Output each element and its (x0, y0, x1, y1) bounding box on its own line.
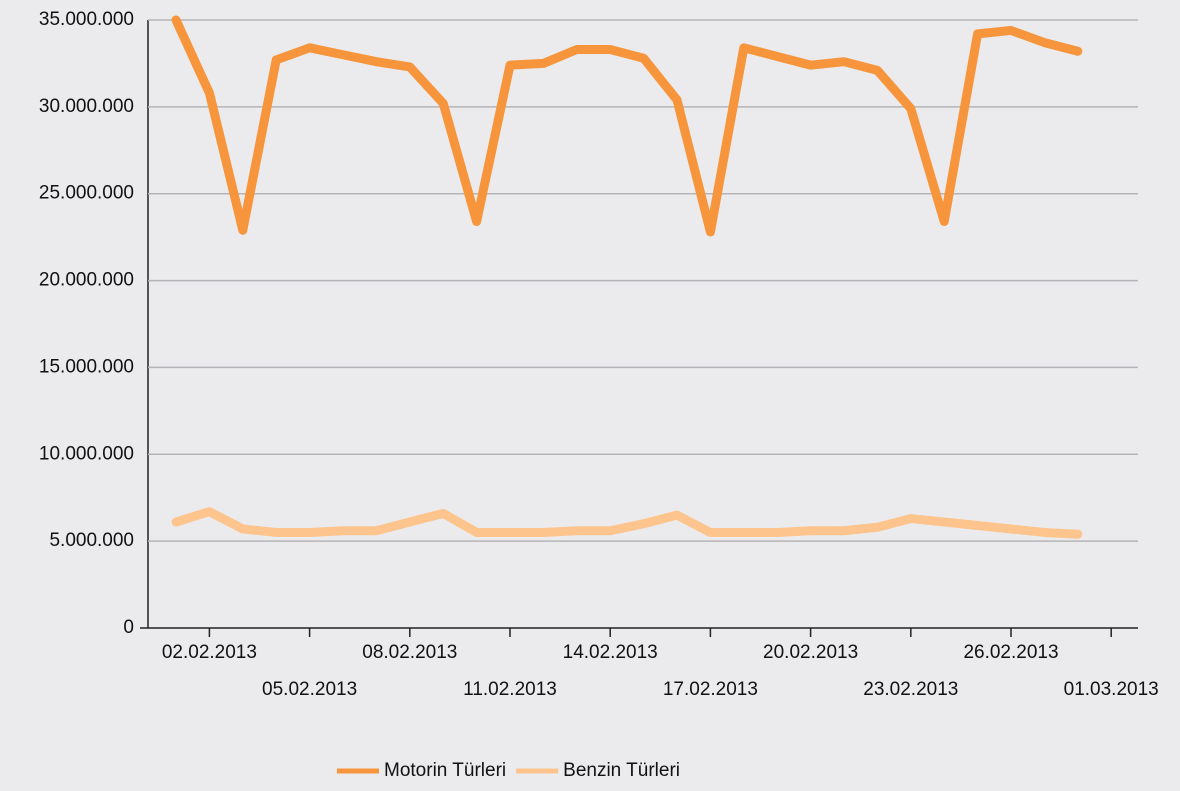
x-tick-label: 11.02.2013 (463, 679, 557, 700)
x-tick-label: 08.02.2013 (362, 642, 457, 663)
y-tick-label: 15.000.000 (39, 356, 134, 377)
y-tick-label: 35.000.000 (39, 9, 134, 30)
y-tick-label: 5.000.000 (49, 530, 134, 551)
x-tick-label: 26.02.2013 (963, 642, 1058, 663)
x-tick-label: 02.02.2013 (162, 642, 257, 663)
series-line (171, 15, 1083, 237)
y-tick-label: 0 (123, 617, 134, 638)
x-tick-label: 23.02.2013 (863, 679, 958, 700)
x-tick-label: 20.02.2013 (763, 642, 858, 663)
legend-label: Motorin Türleri (384, 760, 506, 781)
x-tick-label: 17.02.2013 (663, 679, 758, 700)
x-tick-label: 05.02.2013 (262, 679, 357, 700)
legend-label: Benzin Türleri (563, 760, 680, 781)
y-tick-label: 25.000.000 (39, 183, 134, 204)
series-line (171, 507, 1083, 539)
y-tick-label: 20.000.000 (39, 270, 134, 291)
x-tick-label: 14.02.2013 (563, 642, 658, 663)
y-tick-label: 30.000.000 (39, 96, 134, 117)
x-tick-label: 01.03.2013 (1064, 679, 1159, 700)
y-tick-label: 10.000.000 (39, 443, 134, 464)
